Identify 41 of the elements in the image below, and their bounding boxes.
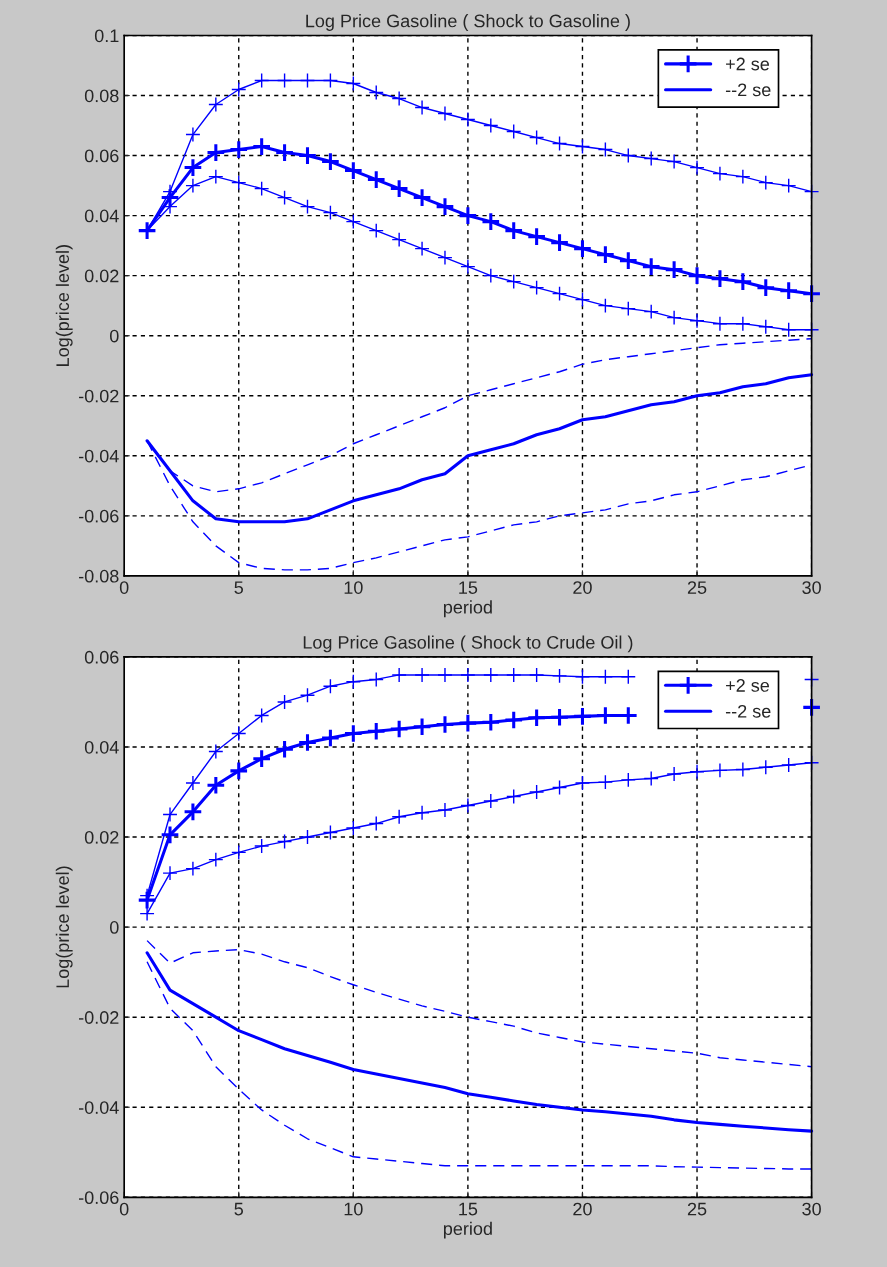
x-tick-label: 15: [459, 581, 478, 594]
y-tick-label: 0.04: [84, 740, 119, 754]
y-tick-label: 0.02: [84, 269, 119, 283]
y-tick-label: 0.06: [84, 149, 119, 163]
x-tick-label: 20: [573, 1202, 592, 1216]
x-tick-label: 10: [344, 1202, 363, 1216]
y-tick-label: 0: [109, 921, 119, 934]
y-tick-label: 0.1: [94, 29, 119, 43]
y-tick-label: -0.06: [78, 1191, 119, 1205]
chart-title: Log Price Gasoline ( Shock to Gasoline ): [306, 14, 630, 31]
y-tick-label: 0.04: [84, 209, 119, 223]
x-tick-label: 30: [802, 581, 821, 594]
legend-label: --2 se: [725, 704, 771, 718]
x-tick-label: 25: [687, 1202, 707, 1216]
x-tick-label: 0: [119, 581, 129, 594]
legend-label: --2 se: [725, 83, 771, 97]
x-tick-label: 5: [234, 581, 244, 594]
x-axis-title: period: [443, 600, 492, 618]
y-tick-label: -0.02: [78, 389, 119, 403]
x-tick-label: 15: [459, 1202, 478, 1216]
y-axis-title: Log(price level): [55, 866, 73, 988]
x-tick-label: 0: [119, 1202, 129, 1216]
x-axis-title: period: [443, 1221, 492, 1239]
x-tick-label: 5: [234, 1202, 244, 1216]
y-tick-label: 0.08: [84, 89, 119, 103]
x-tick-label: 10: [344, 581, 363, 594]
y-tick-label: -0.02: [78, 1011, 119, 1024]
legend-label: +2 se: [726, 57, 770, 71]
y-tick-label: -0.04: [78, 1101, 119, 1114]
y-tick-label: -0.08: [78, 569, 119, 583]
y-tick-label: 0.02: [84, 830, 119, 844]
legend-label: +2 se: [726, 679, 770, 692]
x-tick-label: 20: [573, 581, 592, 594]
chart-title: Log Price Gasoline ( Shock to Crude Oil ): [303, 635, 633, 653]
y-tick-label: 0: [109, 329, 119, 343]
y-tick-label: 0.06: [84, 650, 119, 664]
y-tick-label: -0.04: [78, 449, 119, 463]
x-tick-label: 30: [802, 1202, 821, 1216]
y-tick-label: -0.06: [78, 509, 119, 523]
y-axis-title: Log(price level): [55, 245, 73, 366]
x-tick-label: 25: [687, 581, 707, 594]
